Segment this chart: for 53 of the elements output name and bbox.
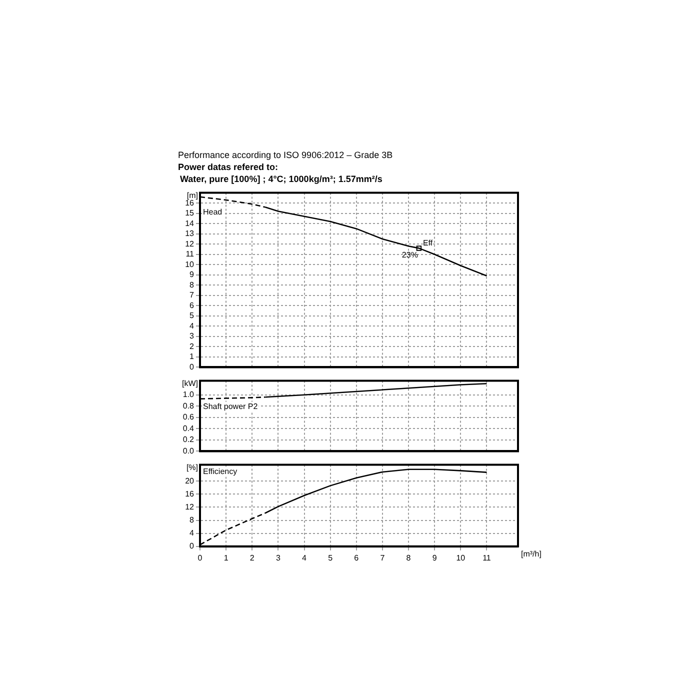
x-tick-label: 7 [380,553,386,562]
chart-title: Performance according to ISO 9906:2012 – Grade 3B [178,150,394,160]
y-tick-label: 6 [190,300,195,310]
y-tick-label: 3 [190,332,195,341]
y-tick-label: 10 [185,260,195,269]
y-tick-label: 0.2 [182,435,195,444]
x-tick-label: 2 [250,553,255,562]
y-tick-label: 0.6 [182,412,195,422]
y-tick-label: 0.0 [182,446,195,456]
chart-subtitle: Power datas refered to: [178,162,280,172]
x-tick-label: 4 [302,553,308,562]
x-tick-label: 0 [198,553,203,562]
y-tick-label: 0.8 [182,401,195,410]
y-tick-label: 8 [190,280,195,290]
annotation: Efficiency [203,467,238,476]
y-tick-label: 15 [185,208,195,218]
x-axis-title: [m³/h] [521,550,542,559]
annotation: Head [203,207,222,216]
x-tick-label: 8 [406,553,412,562]
y-axis-title: [m] [186,191,198,200]
x-tick-label: 10 [456,553,466,562]
y-tick-label: 12 [185,502,195,512]
annotation: Eff [422,238,434,248]
y-tick-label: 0 [190,362,195,372]
annotation: 23% [402,250,418,260]
y-tick-label: 16 [185,489,195,498]
y-tick-label: 11 [186,250,195,259]
x-tick-label: 3 [276,553,281,562]
y-tick-label: 4 [190,528,195,538]
y-tick-label: 7 [190,290,195,300]
y-tick-label: 1.0 [182,390,195,400]
y-axis-title: [kW] [182,379,198,388]
y-tick-label: 14 [185,218,195,228]
y-tick-label: 5 [190,311,195,320]
y-tick-label: 0 [190,542,195,551]
annotation: Shaft power P2 [203,402,258,412]
y-tick-label: 8 [190,515,195,524]
x-tick-label: 5 [328,553,334,562]
y-tick-label: 13 [185,229,195,238]
y-tick-label: 20 [185,476,195,486]
y-axis-title: [%] [186,463,198,472]
y-tick-label: 4 [190,321,195,330]
y-tick-label: 9 [190,270,195,280]
y-tick-label: 2 [190,342,195,351]
x-tick-label: 1 [224,553,229,562]
y-tick-label: 16 [185,198,195,208]
y-tick-label: 1 [190,352,195,362]
x-tick-label: 11 [482,553,492,562]
y-tick-label: 0.4 [182,424,195,433]
y-tick-label: 12 [185,239,195,248]
text: Water, pure [100%] ; 4°C; 1000kg/m³; 1.57mm²/s [180,174,384,184]
x-tick-label: 9 [432,553,438,562]
x-tick-label: 6 [354,553,360,562]
